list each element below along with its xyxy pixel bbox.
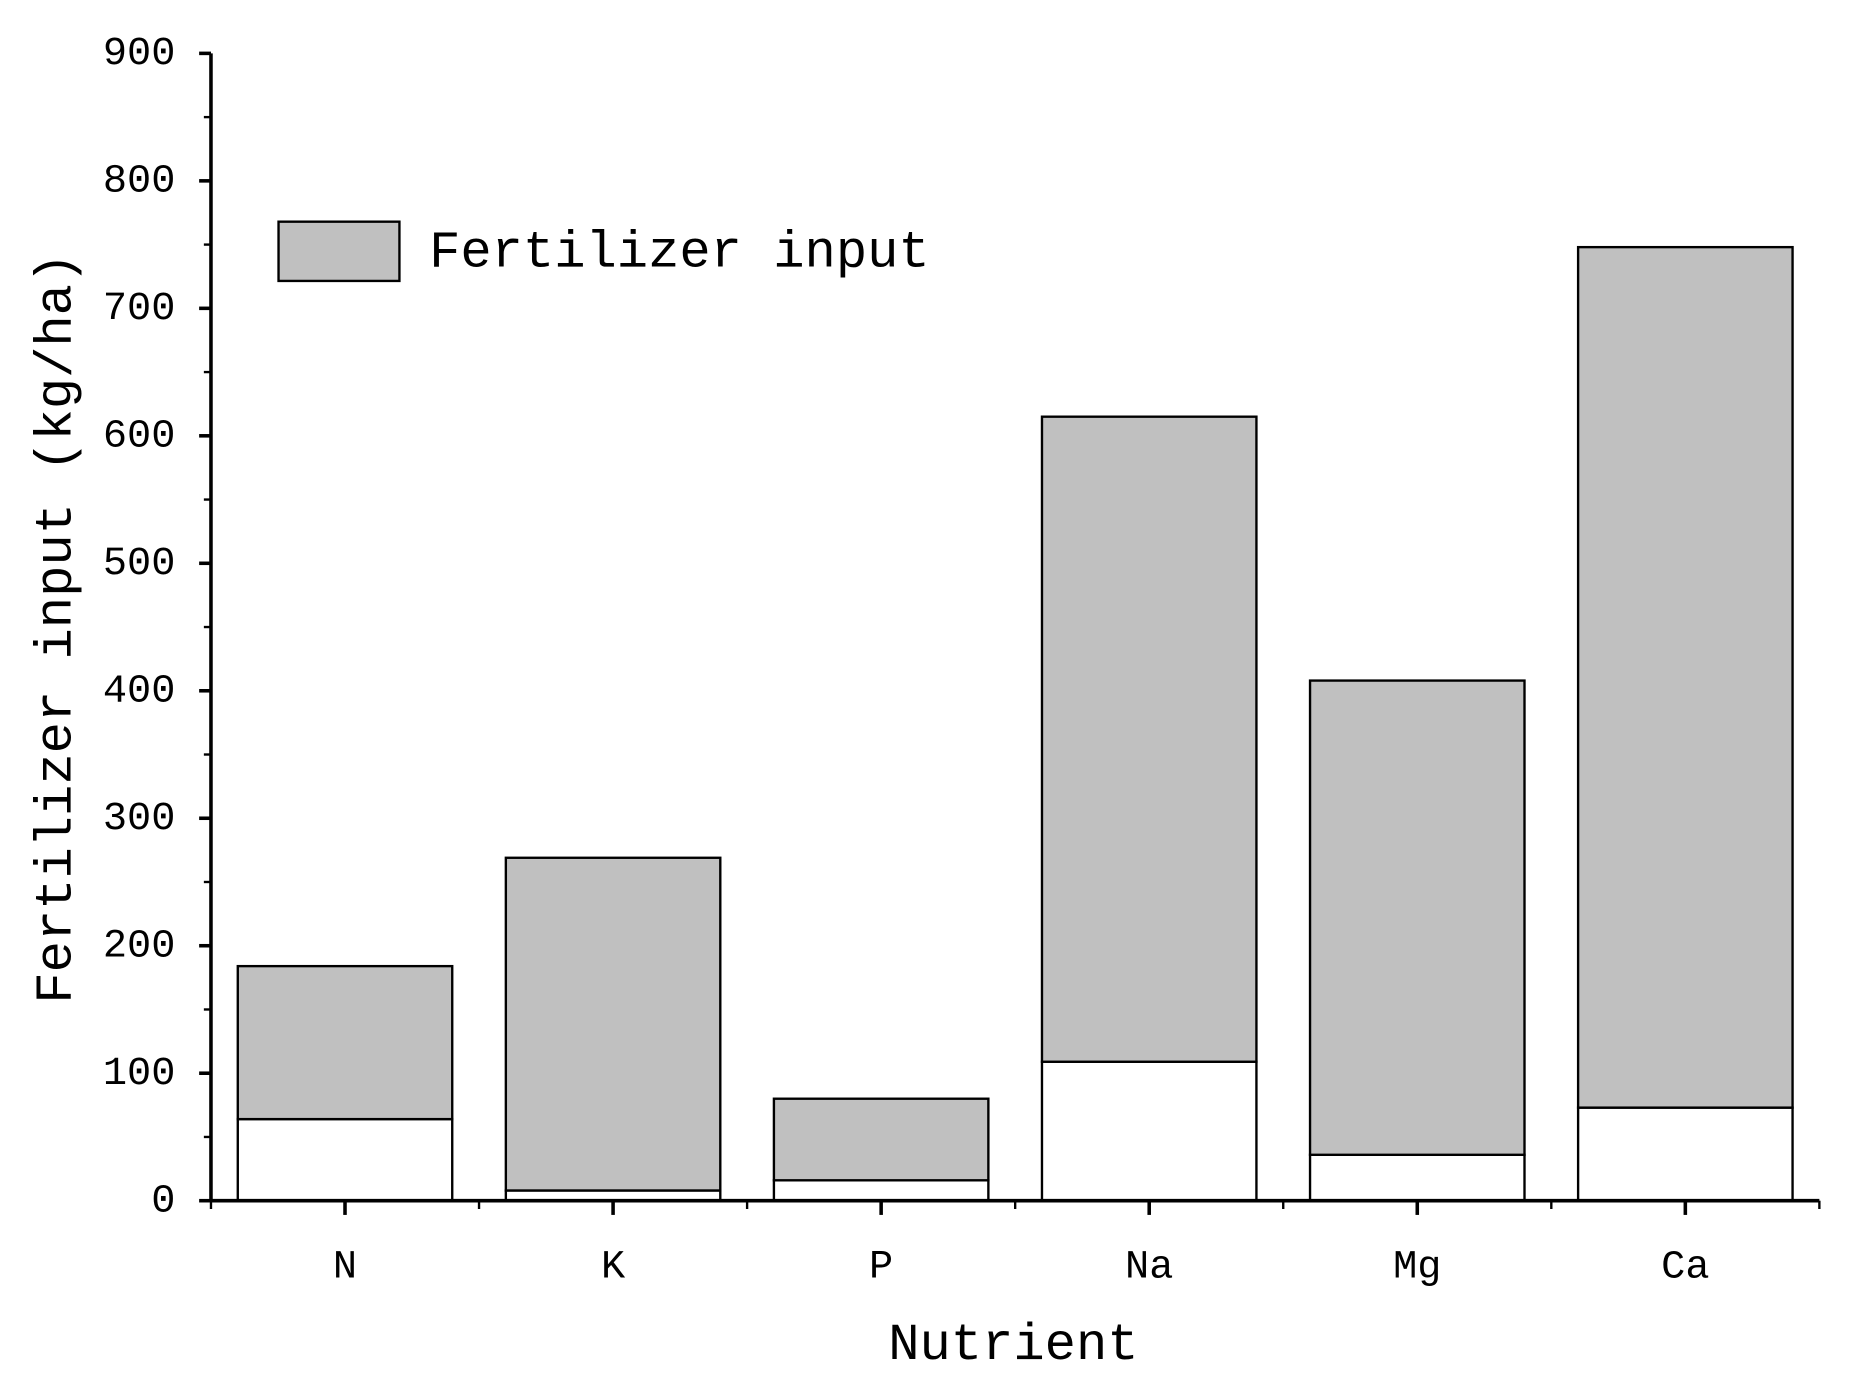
bar-segment <box>236 1117 454 1202</box>
x-tick-label: N <box>333 1245 357 1291</box>
y-tick-label: 200 <box>103 923 176 969</box>
x-tick-label: Ca <box>1661 1245 1709 1291</box>
legend-label: Fertilizer input <box>429 223 930 282</box>
y-axis-title: Fertilizer input (kg/ha) <box>28 253 87 1004</box>
y-tick-label: 400 <box>103 668 176 714</box>
y-tick-label: 900 <box>103 31 176 77</box>
y-tick-label: 800 <box>103 158 176 204</box>
bar-segment <box>772 1097 990 1182</box>
x-tick-label: P <box>869 1245 893 1291</box>
y-tick-label: 0 <box>151 1178 175 1224</box>
y-tick-label: 100 <box>103 1051 176 1097</box>
bar-segment <box>1308 1153 1526 1202</box>
bar-segment <box>236 964 454 1121</box>
bar-segment <box>1040 415 1258 1063</box>
y-tick-label: 600 <box>103 413 176 459</box>
legend-swatch <box>277 220 401 283</box>
y-tick-label: 700 <box>103 286 176 332</box>
x-tick-label: Na <box>1125 1245 1173 1291</box>
x-tick-label: Mg <box>1393 1245 1441 1291</box>
bar-segment <box>1576 1106 1794 1202</box>
bar-segment <box>1308 679 1526 1156</box>
x-axis-title: Nutrient <box>888 1316 1138 1375</box>
y-tick-label: 500 <box>103 541 176 587</box>
x-tick-label: K <box>601 1245 626 1291</box>
bar-segment <box>1040 1060 1258 1202</box>
y-tick-label: 300 <box>103 796 176 842</box>
bar-segment <box>504 856 722 1192</box>
bar-segment <box>772 1179 990 1202</box>
bar-segment <box>1576 245 1794 1109</box>
